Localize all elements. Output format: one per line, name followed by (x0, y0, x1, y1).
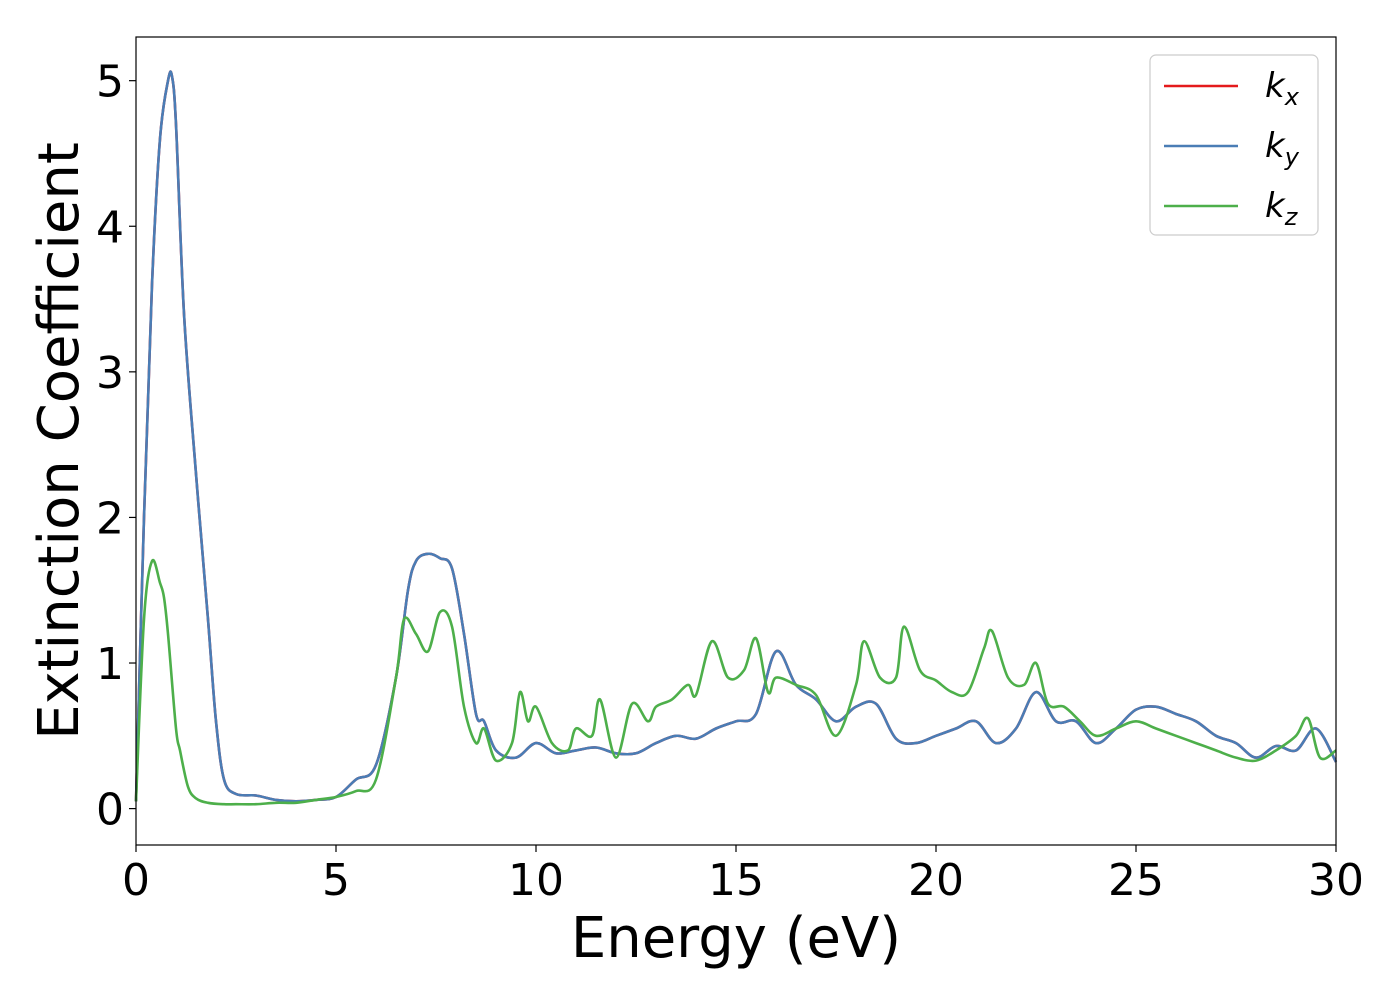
x-tick-label: 15 (708, 855, 764, 906)
x-tick-label: 20 (908, 855, 964, 906)
x-axis-title: Energy (eV) (571, 906, 901, 971)
y-tick-label: 1 (96, 639, 124, 690)
y-tick-label: 3 (96, 348, 124, 399)
legend-label-subscript: y (1284, 143, 1300, 171)
y-tick-label: 5 (96, 57, 124, 108)
legend-label-subscript: z (1284, 203, 1299, 231)
y-tick-label: 4 (96, 202, 124, 253)
x-tick-label: 25 (1108, 855, 1164, 906)
series-layer (134, 70, 1338, 806)
x-tick-label: 30 (1308, 855, 1364, 906)
x-tick-label: 10 (508, 855, 564, 906)
y-axis-title: Extinction Coefficient (27, 142, 92, 740)
x-tick-label: 5 (322, 855, 350, 906)
series-line-ky (134, 70, 1338, 803)
y-tick-label: 0 (96, 785, 124, 836)
y-tick-label: 2 (96, 493, 124, 544)
legend-label-subscript: x (1284, 83, 1300, 111)
x-axis: 0 5 10 15 20 25 30 (122, 845, 1364, 906)
y-axis: 0 1 2 3 4 5 (96, 57, 136, 836)
x-tick-label: 0 (122, 855, 150, 906)
series-line-kz (134, 558, 1337, 806)
